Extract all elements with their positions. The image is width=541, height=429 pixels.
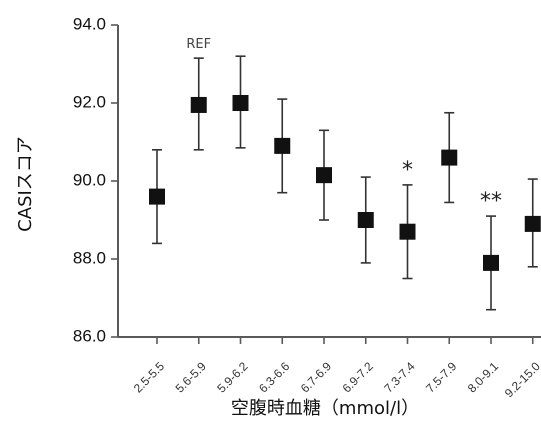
x-tick-label: 7.3-7.4 xyxy=(381,359,418,396)
x-tick-label: 5.6-5.9 xyxy=(173,359,210,396)
y-tick-label: 94.0 xyxy=(73,14,106,33)
reference-label: REF xyxy=(186,37,211,52)
data-point-marker xyxy=(274,137,291,154)
y-tick-label: 86.0 xyxy=(73,326,106,345)
x-tick-label: 8.0-9.1 xyxy=(465,359,502,396)
x-tick-label: 2.5-5.5 xyxy=(131,359,168,396)
x-axis-title: 空腹時血糖（mmol/l） xyxy=(231,398,419,419)
data-point-marker xyxy=(441,149,458,166)
data-point-marker xyxy=(399,223,416,240)
y-axis-title: CASIスコア xyxy=(15,136,36,232)
data-marks xyxy=(149,55,541,311)
axes xyxy=(111,24,541,344)
data-point-marker xyxy=(232,95,249,111)
significance-label: * xyxy=(402,158,413,183)
data-point-marker xyxy=(316,167,332,184)
x-tick-label: 7.5-7.9 xyxy=(423,359,460,396)
data-point-marker xyxy=(524,215,541,232)
significance-label: ** xyxy=(480,189,502,214)
data-point-marker xyxy=(149,188,165,205)
x-tick-label: 5.9-6.2 xyxy=(214,359,251,396)
data-point-marker xyxy=(190,96,207,113)
data-point-marker xyxy=(483,254,499,271)
data-point-marker xyxy=(357,212,374,228)
chart-labels: 86.0 88.0 90.0 92.0 94.0 2.5-5.5 5.6-5.9 5.9-6.… xyxy=(73,14,541,400)
x-tick-label: 6.3-6.6 xyxy=(256,359,293,396)
y-tick-label: 92.0 xyxy=(73,92,106,111)
x-tick-label: 6.7-6.9 xyxy=(298,359,335,396)
x-tick-label: 9.2-15.0 xyxy=(502,359,541,400)
y-tick-label: 90.0 xyxy=(73,170,106,189)
y-tick-label: 88.0 xyxy=(73,248,106,267)
x-tick-label: 6.9-7.2 xyxy=(340,359,377,396)
